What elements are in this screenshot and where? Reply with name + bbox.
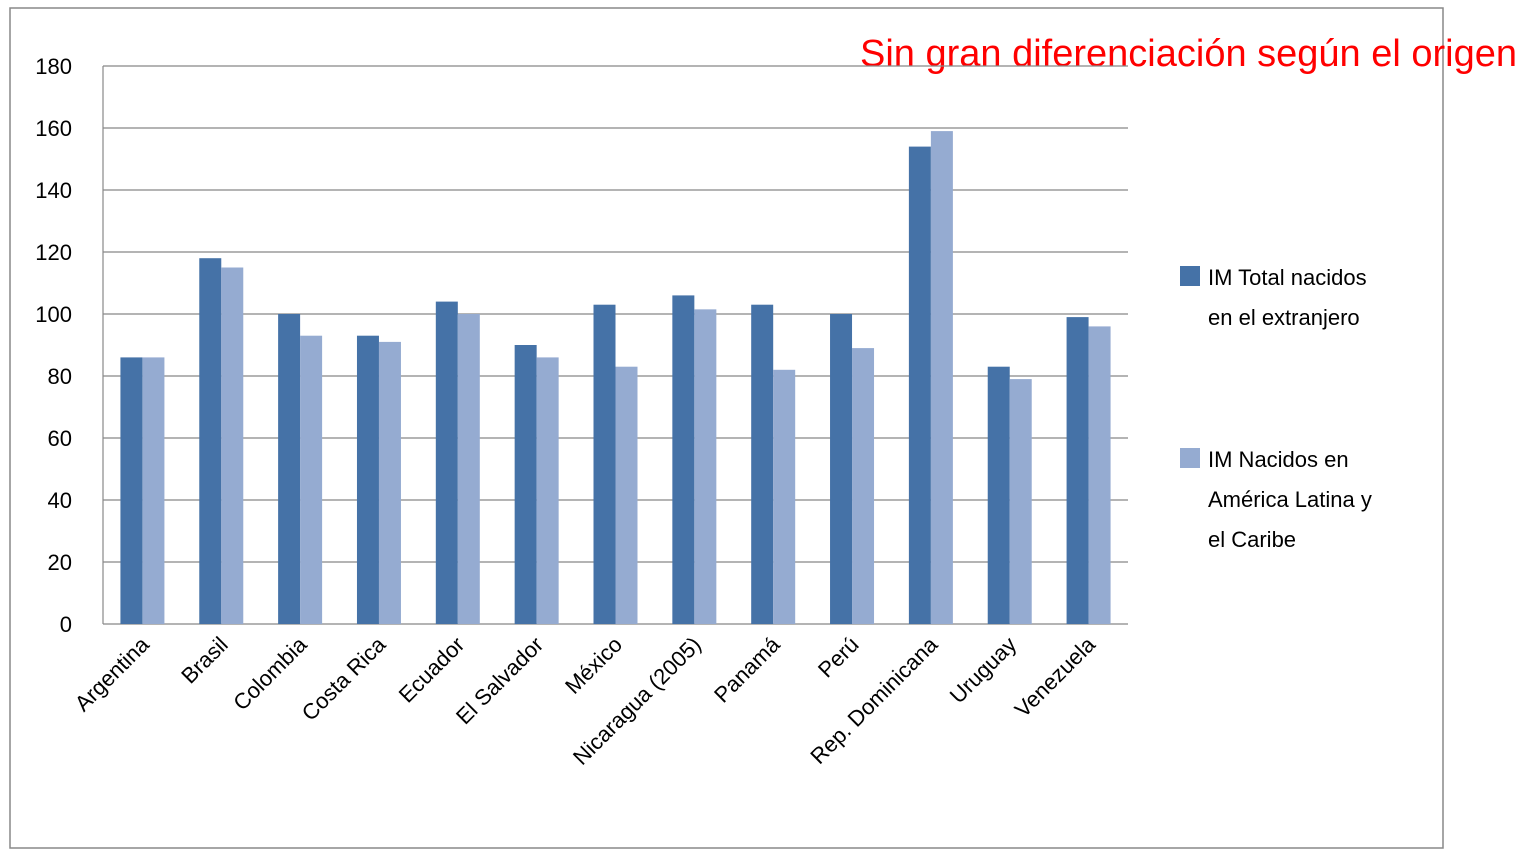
y-tick-label: 60 xyxy=(48,426,72,451)
legend-swatch xyxy=(1180,448,1200,468)
x-tick-label: Argentina xyxy=(70,631,155,716)
y-tick-label: 20 xyxy=(48,550,72,575)
bar xyxy=(987,366,1010,624)
x-tick-label: Panamá xyxy=(709,631,785,707)
bar xyxy=(356,335,379,624)
annotation: Sin gran diferenciación según el origen xyxy=(860,33,1517,75)
bar xyxy=(1009,379,1032,624)
bar xyxy=(278,314,301,624)
bar xyxy=(694,309,717,624)
bar xyxy=(615,366,638,624)
y-tick-label: 140 xyxy=(35,178,72,203)
x-tick-label: Uruguay xyxy=(945,632,1021,708)
bar xyxy=(773,369,796,624)
legend-swatch xyxy=(1180,266,1200,286)
bar xyxy=(514,345,537,624)
bar xyxy=(378,341,401,624)
x-tick-label: Costa Rica xyxy=(297,631,391,725)
bar xyxy=(1066,317,1089,624)
x-tick-label: Ecuador xyxy=(394,632,470,708)
bar xyxy=(300,335,323,624)
x-tick-label: Brasil xyxy=(176,632,233,689)
bar xyxy=(852,348,875,624)
y-tick-label: 80 xyxy=(48,364,72,389)
bar xyxy=(830,314,853,624)
bar xyxy=(142,357,165,624)
y-tick-label: 160 xyxy=(35,116,72,141)
x-tick-label: México xyxy=(560,632,627,699)
bar xyxy=(199,258,222,624)
bar xyxy=(1088,326,1111,624)
legend-label: IM Total nacidos en el extranjero xyxy=(1208,265,1367,330)
bar xyxy=(593,304,616,624)
chart-frame xyxy=(9,7,1444,849)
x-tick-label: Perú xyxy=(813,632,864,683)
bar xyxy=(221,267,244,624)
bar xyxy=(672,295,695,624)
x-tick-label: Venezuela xyxy=(1010,631,1101,722)
bar xyxy=(908,146,931,624)
bar xyxy=(435,301,458,624)
bar xyxy=(930,131,953,624)
x-tick-label: Colombia xyxy=(228,631,312,715)
bar xyxy=(120,357,143,624)
y-tick-label: 100 xyxy=(35,302,72,327)
y-tick-label: 180 xyxy=(35,54,72,79)
y-tick-label: 0 xyxy=(60,612,72,637)
legend-label: IM Nacidos en América Latina y el Caribe xyxy=(1208,447,1372,552)
bar xyxy=(536,357,559,624)
y-tick-label: 40 xyxy=(48,488,72,513)
bar xyxy=(457,314,480,624)
y-tick-label: 120 xyxy=(35,240,72,265)
bar xyxy=(751,304,774,624)
